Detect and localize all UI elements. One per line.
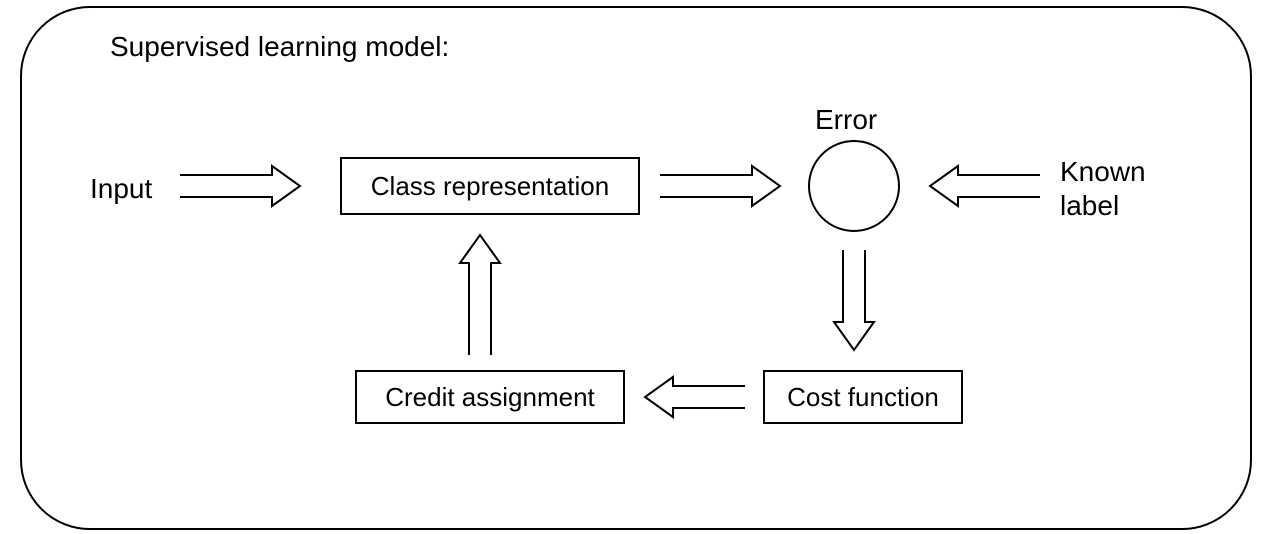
arrow-error-to-cost xyxy=(834,250,874,350)
arrow-credit-to-class xyxy=(460,235,500,355)
arrows-layer xyxy=(0,0,1270,534)
arrow-known-to-error xyxy=(930,166,1040,206)
arrow-input-to-class xyxy=(180,166,300,206)
arrow-cost-to-credit xyxy=(645,377,745,417)
arrow-class-to-error xyxy=(660,166,780,206)
diagram-container: Supervised learning model: Input Class r… xyxy=(0,0,1270,534)
